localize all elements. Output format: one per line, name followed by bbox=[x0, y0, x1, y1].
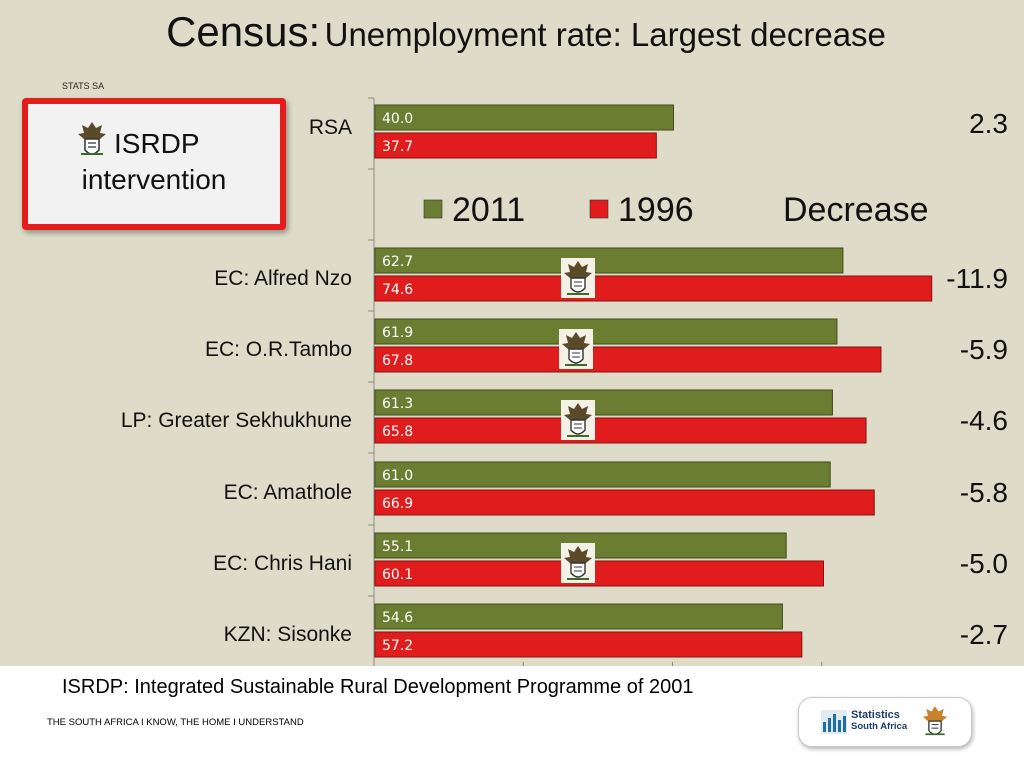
data-label-1996: 67.8 bbox=[382, 353, 413, 369]
decrease-value: -2.7 bbox=[960, 619, 1008, 650]
decrease-value: 2.3 bbox=[969, 108, 1008, 139]
category-label: EC: O.R.Tambo bbox=[205, 338, 352, 361]
isrdp-line2: intervention bbox=[81, 164, 227, 195]
data-label-2011: 54.6 bbox=[382, 610, 413, 626]
data-label-2011: 61.9 bbox=[382, 325, 413, 341]
category-label: RSA bbox=[309, 116, 352, 139]
data-label-1996: 66.9 bbox=[382, 496, 413, 512]
coat-of-arms-icon bbox=[559, 329, 593, 369]
coat-of-arms-icon bbox=[78, 122, 106, 155]
data-label-2011: 61.3 bbox=[382, 396, 413, 412]
decrease-value: -5.8 bbox=[960, 477, 1008, 508]
bar-1996 bbox=[374, 489, 875, 516]
title-rest: Unemployment rate: Largest decrease bbox=[324, 16, 886, 53]
decrease-header: Decrease bbox=[783, 191, 929, 229]
data-label-2011: 40.0 bbox=[382, 111, 413, 127]
bar-1996 bbox=[374, 417, 867, 444]
bar-2011 bbox=[374, 247, 844, 274]
coat-of-arms-icon bbox=[561, 543, 595, 583]
data-label-1996: 74.6 bbox=[382, 282, 413, 298]
logo-line2: South Africa bbox=[851, 721, 908, 732]
decrease-value: -5.9 bbox=[960, 334, 1008, 365]
category-label: EC: Amathole bbox=[224, 481, 352, 504]
bar-2011 bbox=[374, 389, 833, 416]
legend-swatch-1996 bbox=[589, 199, 609, 219]
slide-tagline: THE SOUTH AFRICA I KNOW, THE HOME I UNDE… bbox=[47, 717, 304, 728]
coat-of-arms-icon bbox=[561, 400, 595, 440]
category-label: EC: Chris Hani bbox=[213, 552, 352, 575]
bar-1996 bbox=[374, 560, 824, 587]
bar-1996 bbox=[374, 275, 933, 302]
title-main: Census: bbox=[166, 8, 321, 55]
isrdp-intervention-box: ISRDP intervention bbox=[22, 98, 286, 230]
coat-of-arms-icon bbox=[922, 706, 948, 736]
decrease-value: -4.6 bbox=[960, 405, 1008, 436]
bar-2011 bbox=[374, 603, 783, 630]
data-label-1996: 57.2 bbox=[382, 638, 413, 654]
data-label-1996: 37.7 bbox=[382, 139, 413, 155]
stats-sa-logo: Statistics South Africa bbox=[798, 697, 972, 747]
decrease-value: -11.9 bbox=[946, 263, 1008, 294]
category-label: LP: Greater Sekhukhune bbox=[121, 409, 352, 432]
bar-2011 bbox=[374, 104, 674, 131]
legend-label-1996: 1996 bbox=[618, 191, 694, 229]
isrdp-line1: ISRDP bbox=[114, 128, 200, 159]
data-label-2011: 55.1 bbox=[382, 539, 413, 555]
legend-swatch-2011 bbox=[423, 199, 443, 219]
source-label: STATS SA bbox=[62, 81, 105, 91]
unemployment-bar-chart: RSA 40.0 37.7 2.3 EC: Alfred Nzo 62.7 74.6 -11.… bbox=[121, 97, 1008, 666]
bar-1996 bbox=[374, 346, 882, 373]
data-label-1996: 60.1 bbox=[382, 567, 413, 583]
bar-2011 bbox=[374, 461, 831, 488]
bar-1996 bbox=[374, 132, 657, 159]
data-label-1996: 65.8 bbox=[382, 424, 413, 440]
bar-2011 bbox=[374, 318, 838, 345]
isrdp-footnote: ISRDP: Integrated Sustainable Rural Deve… bbox=[62, 676, 694, 698]
category-label: EC: Alfred Nzo bbox=[214, 267, 352, 290]
logo-line1: Statistics bbox=[851, 709, 900, 721]
category-label: KZN: Sisonke bbox=[224, 623, 352, 646]
legend-label-2011: 2011 bbox=[452, 191, 525, 229]
bar-1996 bbox=[374, 631, 803, 658]
coat-of-arms-icon bbox=[561, 258, 595, 298]
data-label-2011: 61.0 bbox=[382, 468, 413, 484]
stats-chart-icon bbox=[821, 710, 847, 734]
data-label-2011: 62.7 bbox=[382, 254, 413, 270]
slide-title: Census: Unemployment rate: Largest decre… bbox=[0, 8, 1024, 56]
decrease-value: -5.0 bbox=[960, 548, 1008, 579]
